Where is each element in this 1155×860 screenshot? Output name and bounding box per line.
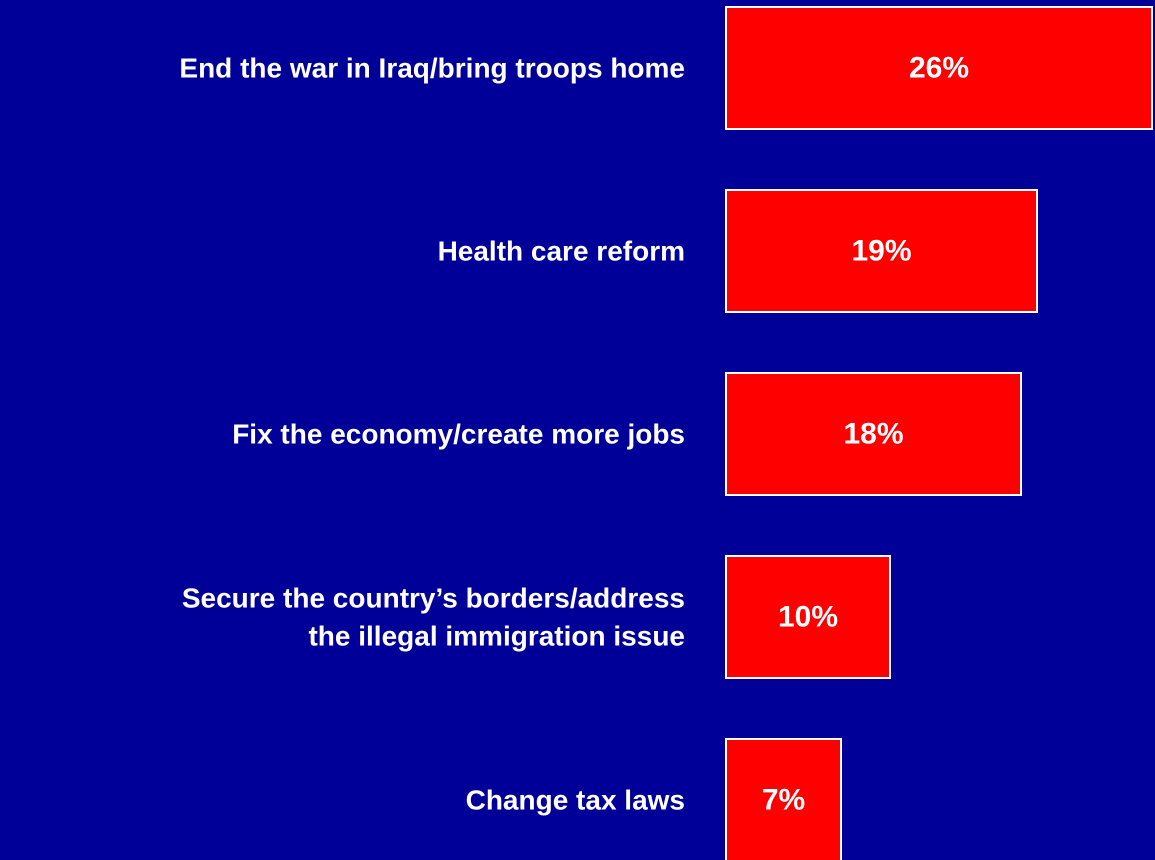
bar-value-label-2: 19% [851, 235, 911, 268]
bar-value-label-1: 26% [909, 52, 969, 85]
bar-4 [725, 555, 891, 679]
bar-value-label-3: 18% [843, 418, 903, 451]
bar-2 [725, 189, 1038, 313]
bar-1 [725, 6, 1153, 130]
category-label-1: End the war in Iraq/bring troops home [179, 53, 685, 84]
category-label-2: Health care reform [438, 236, 685, 267]
category-label-5: Change tax laws [466, 785, 685, 816]
bar-3 [725, 372, 1022, 496]
category-label-4-line-1: Secure the country’s borders/address [182, 583, 685, 614]
category-label-3: Fix the economy/create more jobs [232, 419, 685, 450]
bar-5 [725, 738, 842, 860]
bar-value-label-5: 7% [762, 784, 805, 817]
bar-value-label-4: 10% [778, 601, 838, 634]
category-label-4-line-2: the illegal immigration issue [308, 621, 685, 652]
